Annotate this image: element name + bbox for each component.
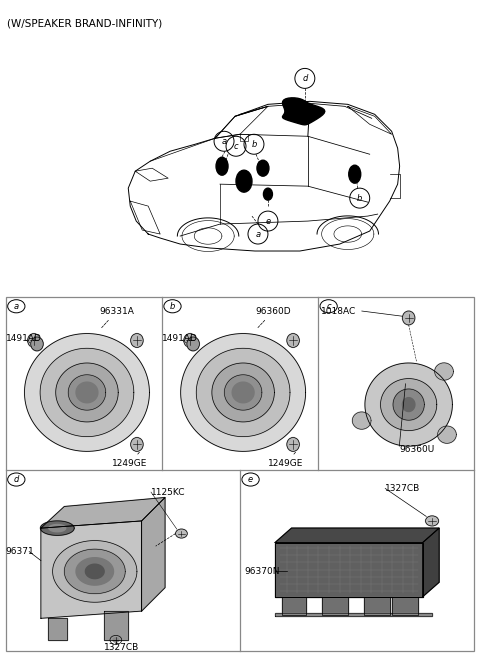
Text: b: b (252, 140, 257, 149)
Circle shape (176, 529, 187, 538)
Text: 1491AD: 1491AD (6, 335, 42, 343)
Circle shape (287, 438, 300, 451)
Polygon shape (402, 398, 415, 411)
Polygon shape (352, 412, 371, 429)
Text: 96370N: 96370N (245, 567, 280, 576)
Polygon shape (423, 528, 439, 597)
Text: e: e (265, 216, 271, 226)
Circle shape (8, 473, 25, 486)
Circle shape (131, 333, 143, 348)
Text: a: a (255, 230, 261, 239)
Text: 1327CB: 1327CB (385, 484, 420, 493)
Polygon shape (212, 363, 275, 422)
Text: d: d (13, 475, 19, 484)
Ellipse shape (349, 165, 361, 183)
Polygon shape (40, 348, 134, 437)
Polygon shape (275, 613, 432, 617)
Polygon shape (56, 363, 118, 422)
Polygon shape (392, 597, 418, 615)
Polygon shape (64, 549, 125, 594)
Text: c: c (234, 142, 239, 151)
Circle shape (320, 300, 337, 313)
Ellipse shape (264, 188, 273, 200)
Polygon shape (322, 597, 348, 615)
Circle shape (8, 300, 25, 313)
Polygon shape (68, 375, 106, 410)
Circle shape (131, 438, 143, 451)
Polygon shape (282, 597, 306, 615)
Polygon shape (40, 521, 74, 535)
Polygon shape (435, 363, 453, 380)
Polygon shape (142, 497, 165, 611)
Circle shape (402, 311, 415, 325)
Ellipse shape (257, 160, 269, 176)
Circle shape (28, 333, 40, 348)
Ellipse shape (236, 170, 252, 192)
Ellipse shape (216, 157, 228, 175)
Polygon shape (76, 382, 98, 403)
Polygon shape (232, 382, 254, 403)
Polygon shape (180, 333, 306, 451)
Text: b: b (170, 302, 175, 311)
Polygon shape (381, 379, 437, 430)
Text: 1125KC: 1125KC (151, 487, 185, 497)
Text: (W/SPEAKER BRAND-INFINITY): (W/SPEAKER BRAND-INFINITY) (7, 18, 162, 28)
Circle shape (113, 638, 119, 642)
Polygon shape (48, 619, 67, 640)
Polygon shape (224, 375, 262, 410)
Text: 96360D: 96360D (256, 306, 291, 328)
Polygon shape (76, 558, 113, 585)
Polygon shape (104, 611, 128, 640)
Text: 1249GE: 1249GE (268, 452, 303, 468)
Text: 1491AD: 1491AD (162, 335, 198, 343)
Polygon shape (24, 333, 149, 451)
Circle shape (242, 473, 259, 486)
Polygon shape (364, 597, 390, 615)
Text: b: b (357, 194, 362, 203)
Text: d: d (302, 74, 308, 83)
Circle shape (187, 337, 199, 351)
Text: 96360U: 96360U (399, 445, 434, 454)
Circle shape (31, 337, 43, 351)
Circle shape (164, 300, 181, 313)
Text: a: a (14, 302, 19, 311)
Circle shape (425, 516, 439, 526)
Circle shape (184, 333, 196, 348)
Polygon shape (41, 521, 142, 619)
Polygon shape (85, 564, 104, 579)
Polygon shape (275, 528, 439, 543)
Polygon shape (282, 98, 325, 125)
Text: 96371: 96371 (6, 547, 35, 556)
Text: e: e (248, 475, 253, 484)
Polygon shape (49, 525, 66, 532)
Text: 1018AC: 1018AC (321, 306, 357, 316)
Text: c: c (326, 302, 331, 311)
Text: 1327CB: 1327CB (104, 643, 139, 651)
Text: 96331A: 96331A (99, 306, 134, 328)
Text: 1249GE: 1249GE (112, 452, 147, 468)
Polygon shape (275, 543, 423, 597)
Text: a: a (221, 136, 227, 146)
Polygon shape (196, 348, 290, 437)
Polygon shape (438, 426, 456, 443)
Polygon shape (41, 497, 165, 528)
Circle shape (287, 333, 300, 348)
Polygon shape (393, 389, 424, 420)
Polygon shape (53, 541, 137, 602)
Polygon shape (365, 363, 452, 446)
